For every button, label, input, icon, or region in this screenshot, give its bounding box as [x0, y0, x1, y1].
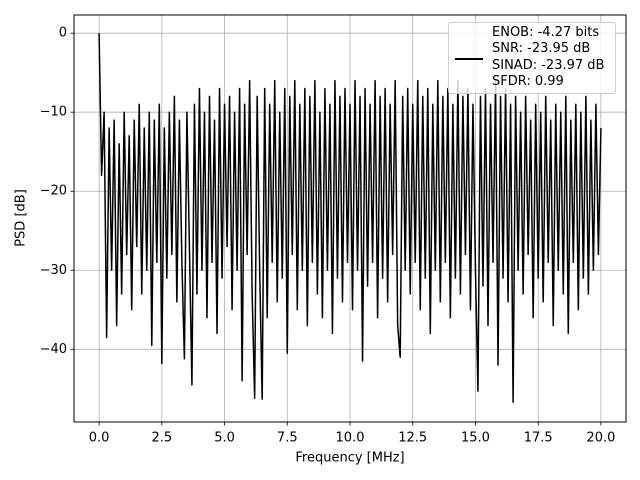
y-tick-label: −40 [40, 342, 67, 357]
legend: ENOB: -4.27 bits SNR: -23.95 dB SINAD: -… [448, 22, 616, 94]
y-axis-label: PSD [dB] [14, 189, 29, 247]
x-axis-label: Frequency [MHz] [295, 451, 404, 466]
x-tick-label: 15.0 [461, 431, 490, 446]
series-line [98, 33, 602, 403]
x-tick-label: 12.5 [398, 431, 427, 446]
x-tick-label: 17.5 [524, 431, 553, 446]
y-tick-label: −20 [40, 184, 67, 199]
legend-line [455, 58, 483, 60]
x-tick-label: 0.0 [89, 431, 110, 446]
x-tick-label: 2.5 [151, 431, 172, 446]
x-tick-label: 10.0 [336, 431, 365, 446]
y-tick-label: −30 [40, 263, 67, 278]
x-tick-label: 7.5 [277, 431, 298, 446]
x-tick-label: 20.0 [586, 431, 615, 446]
x-tick-label: 5.0 [214, 431, 235, 446]
y-tick-label: 0 [59, 26, 67, 41]
y-tick-label: −10 [40, 105, 67, 120]
legend-label: ENOB: -4.27 bits SNR: -23.95 dB SINAD: -… [492, 25, 605, 89]
plot-area [98, 33, 602, 403]
